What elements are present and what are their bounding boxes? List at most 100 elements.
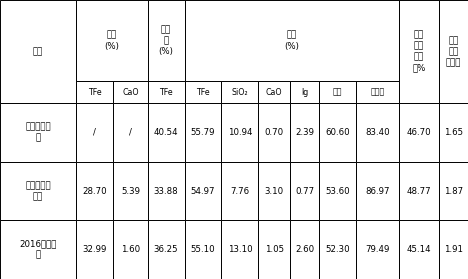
Bar <box>76 162 113 220</box>
Text: 回收率: 回收率 <box>371 88 385 97</box>
Text: 高硅型铁白
云石: 高硅型铁白 云石 <box>25 181 51 201</box>
Text: 精矿
(%): 精矿 (%) <box>285 31 300 51</box>
Bar <box>147 81 184 103</box>
Text: 13.10: 13.10 <box>227 245 252 254</box>
Bar <box>356 220 400 279</box>
Bar <box>221 220 258 279</box>
Bar <box>258 103 290 162</box>
Bar <box>184 103 221 162</box>
Bar <box>113 162 147 220</box>
Bar <box>0 103 76 162</box>
Text: TFe: TFe <box>159 88 173 97</box>
Text: 测算
焉结
矿品
位%: 测算 焉结 矿品 位% <box>412 30 426 73</box>
Bar <box>221 162 258 220</box>
Bar <box>0 0 76 103</box>
Bar <box>76 220 113 279</box>
Bar <box>113 81 147 103</box>
Text: 5.39: 5.39 <box>121 187 140 196</box>
Bar <box>147 0 184 81</box>
Text: 0.77: 0.77 <box>295 187 314 196</box>
Text: 55.10: 55.10 <box>190 245 215 254</box>
Text: 40.54: 40.54 <box>154 128 178 137</box>
Text: 60.60: 60.60 <box>325 128 350 137</box>
Text: 36.25: 36.25 <box>154 245 178 254</box>
Bar <box>258 162 290 220</box>
Text: 79.49: 79.49 <box>366 245 390 254</box>
Bar <box>319 162 356 220</box>
Text: 52.30: 52.30 <box>325 245 350 254</box>
Bar <box>319 220 356 279</box>
Bar <box>290 81 319 103</box>
Bar <box>184 81 221 103</box>
Text: 3.10: 3.10 <box>264 187 284 196</box>
Text: 0.70: 0.70 <box>264 128 284 137</box>
Bar <box>147 162 184 220</box>
Text: 2.39: 2.39 <box>295 128 314 137</box>
Text: 2016年周边
矿: 2016年周边 矿 <box>20 240 57 260</box>
Text: 83.40: 83.40 <box>366 128 390 137</box>
Bar <box>184 220 221 279</box>
Bar <box>76 81 113 103</box>
Text: TFe: TFe <box>88 88 102 97</box>
Bar <box>356 162 400 220</box>
Bar <box>400 0 439 103</box>
Text: 45.14: 45.14 <box>407 245 431 254</box>
Bar <box>400 162 439 220</box>
Text: 1.65: 1.65 <box>444 128 463 137</box>
Bar <box>290 162 319 220</box>
Text: 33.88: 33.88 <box>154 187 178 196</box>
Text: 焙烧
后
(%): 焙烧 后 (%) <box>159 25 174 56</box>
Text: 46.70: 46.70 <box>407 128 431 137</box>
Bar <box>258 220 290 279</box>
Text: 10.94: 10.94 <box>228 128 252 137</box>
Bar <box>290 220 319 279</box>
Text: /: / <box>94 128 96 137</box>
Bar <box>439 103 468 162</box>
Text: CaO: CaO <box>122 88 139 97</box>
Bar <box>400 220 439 279</box>
Bar <box>221 103 258 162</box>
Text: CaO: CaO <box>266 88 283 97</box>
Text: TFe: TFe <box>196 88 210 97</box>
Text: 53.60: 53.60 <box>325 187 350 196</box>
Bar <box>221 81 258 103</box>
Text: 矿样: 矿样 <box>33 47 44 56</box>
Bar <box>439 0 468 103</box>
Bar <box>147 103 184 162</box>
Bar <box>439 220 468 279</box>
Text: 86.97: 86.97 <box>366 187 390 196</box>
Bar <box>400 103 439 162</box>
Text: 1.91: 1.91 <box>444 245 463 254</box>
Bar <box>290 103 319 162</box>
Bar <box>113 103 147 162</box>
Text: 1.60: 1.60 <box>121 245 140 254</box>
Text: 原矿
(%): 原矿 (%) <box>105 31 119 51</box>
Text: 产率: 产率 <box>333 88 342 97</box>
Text: 54.97: 54.97 <box>191 187 215 196</box>
Bar <box>76 103 113 162</box>
Bar <box>319 103 356 162</box>
Bar <box>184 0 400 81</box>
Text: 烧后
进比
（倍）: 烧后 进比 （倍） <box>446 36 461 67</box>
Bar <box>184 162 221 220</box>
Text: 32.99: 32.99 <box>83 245 107 254</box>
Bar <box>356 81 400 103</box>
Text: Ig: Ig <box>301 88 308 97</box>
Bar <box>319 81 356 103</box>
Text: 2.60: 2.60 <box>295 245 314 254</box>
Text: 一选弱磁分
选: 一选弱磁分 选 <box>25 122 51 143</box>
Bar <box>356 103 400 162</box>
Bar <box>147 220 184 279</box>
Text: SiO₂: SiO₂ <box>232 88 248 97</box>
Bar <box>113 220 147 279</box>
Text: 7.76: 7.76 <box>230 187 249 196</box>
Bar <box>76 0 147 81</box>
Text: 48.77: 48.77 <box>407 187 431 196</box>
Bar <box>258 81 290 103</box>
Bar <box>439 162 468 220</box>
Text: 28.70: 28.70 <box>83 187 107 196</box>
Bar <box>0 162 76 220</box>
Bar <box>0 220 76 279</box>
Text: 55.79: 55.79 <box>191 128 215 137</box>
Text: 1.05: 1.05 <box>264 245 284 254</box>
